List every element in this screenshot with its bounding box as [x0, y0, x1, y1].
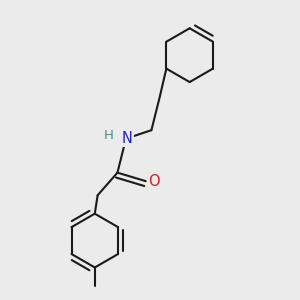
Text: N: N [122, 131, 133, 146]
Text: O: O [148, 174, 160, 189]
Text: H: H [103, 129, 113, 142]
